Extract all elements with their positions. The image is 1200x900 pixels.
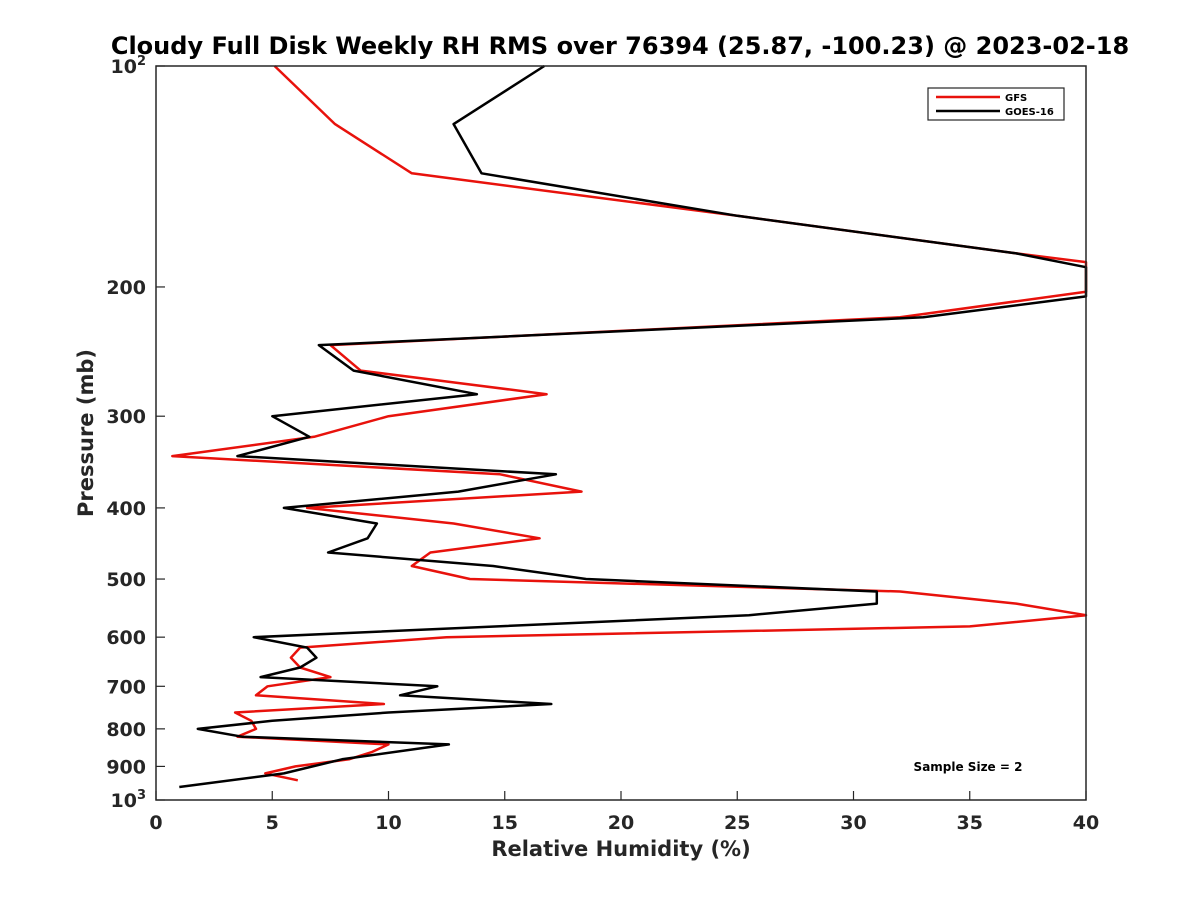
- y-tick-label: 700: [106, 676, 146, 698]
- y-tick-label: 200: [106, 277, 146, 299]
- y-tick-label: 600: [106, 627, 146, 649]
- x-tick-label: 20: [608, 812, 634, 834]
- y-tick-label: 400: [106, 498, 146, 520]
- chart-title: Cloudy Full Disk Weekly RH RMS over 7639…: [111, 32, 1129, 60]
- legend: GFS GOES-16: [927, 87, 1065, 121]
- y-tick-label: 103: [111, 788, 147, 812]
- y-axis-label: Pressure (mb): [74, 349, 98, 517]
- x-tick-label: 5: [266, 812, 279, 834]
- legend-box: [927, 87, 1065, 121]
- x-axis-label: Relative Humidity (%): [491, 837, 750, 861]
- legend-label-goes16: GOES-16: [1005, 107, 1054, 118]
- legend-label-gfs: GFS: [1005, 93, 1027, 104]
- y-tick-label: 800: [106, 719, 146, 741]
- plot-frame: [155, 65, 1087, 801]
- x-tick-label: 25: [724, 812, 750, 834]
- series-layer: [171, 64, 1088, 789]
- y-tick-label: 900: [106, 756, 146, 778]
- y-tick-label: 500: [106, 569, 146, 591]
- y-axis-ticks: 102 200 300 400 500 600 700 800 900 103: [106, 54, 165, 812]
- sample-size-annotation: Sample Size = 2: [914, 760, 1023, 774]
- y-tick-label: 102: [111, 54, 147, 78]
- x-tick-label: 0: [149, 812, 162, 834]
- x-axis-ticks: 0 5 10 15 20 25 30 35 40: [149, 791, 1099, 834]
- x-tick-label: 15: [492, 812, 518, 834]
- x-tick-label: 40: [1073, 812, 1099, 834]
- y-tick-label: 300: [106, 406, 146, 428]
- x-tick-label: 35: [957, 812, 983, 834]
- x-tick-label: 30: [840, 812, 866, 834]
- series-line-goes-16: [179, 64, 1088, 789]
- series-line-gfs: [171, 65, 1088, 782]
- x-tick-label: 10: [375, 812, 401, 834]
